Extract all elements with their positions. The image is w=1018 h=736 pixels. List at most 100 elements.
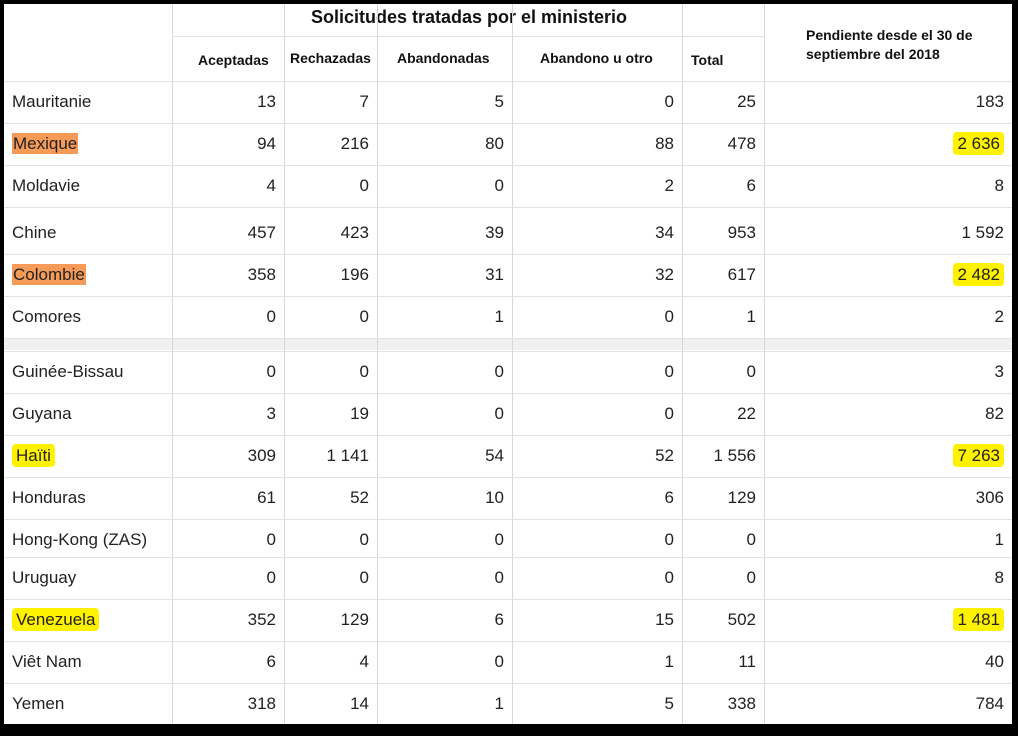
country-name: Venezuela — [12, 608, 100, 631]
country-label: Moldavie — [12, 176, 80, 196]
value-cell: 0 — [664, 568, 674, 587]
value-cell: 478 — [727, 134, 756, 153]
value-cell: 0 — [359, 176, 369, 195]
value-cell: 0 — [664, 404, 674, 423]
column-divider — [682, 4, 683, 728]
value-cell: 0 — [359, 530, 369, 549]
column-header-aceptadas: Aceptadas — [198, 52, 269, 68]
value-cell: 52 — [655, 446, 674, 465]
value-cell: 80 — [485, 134, 504, 153]
row-divider — [4, 477, 1012, 478]
country-label: Viêt Nam — [12, 652, 82, 672]
value-cell: 15 — [655, 610, 674, 629]
value-cell: 0 — [494, 530, 504, 549]
pending-cell: 2 636 — [953, 132, 1004, 155]
pending-cell: 183 — [976, 92, 1004, 112]
value-cell: 10 — [485, 488, 504, 507]
pending-cell: 40 — [985, 652, 1004, 672]
row-divider — [4, 557, 1012, 558]
value-cell: 1 — [746, 307, 756, 326]
value-cell: 52 — [350, 488, 369, 507]
country-name: Yemen — [12, 694, 65, 713]
value-cell: 34 — [655, 223, 674, 242]
column-divider — [284, 4, 285, 728]
value-cell: 216 — [340, 134, 369, 153]
value-cell: 13 — [257, 92, 276, 111]
row-divider — [4, 599, 1012, 600]
country-label: Comores — [12, 307, 81, 327]
value-cell: 2 — [664, 176, 674, 195]
column-divider — [377, 4, 378, 728]
value-cell: 457 — [247, 223, 276, 242]
value-cell: 0 — [266, 530, 276, 549]
pending-value: 2 — [994, 307, 1004, 326]
country-label: Colombie — [12, 264, 86, 285]
pending-value: 2 482 — [953, 263, 1004, 286]
column-header-total: Total — [691, 52, 724, 68]
pending-value: 7 263 — [953, 444, 1004, 467]
value-cell: 3 — [266, 404, 276, 423]
header-divider — [172, 36, 764, 37]
value-cell: 309 — [247, 446, 276, 465]
value-cell: 0 — [746, 530, 756, 549]
pending-cell: 3 — [995, 362, 1004, 382]
value-cell: 11 — [738, 652, 756, 671]
country-name: Uruguay — [12, 568, 77, 587]
country-name: Honduras — [12, 488, 86, 507]
pending-value: 784 — [975, 694, 1004, 713]
pending-cell: 2 — [995, 307, 1004, 327]
value-cell: 1 — [664, 652, 674, 671]
value-cell: 0 — [494, 568, 504, 587]
row-divider — [4, 351, 1012, 352]
pending-cell: 1 481 — [953, 608, 1004, 631]
value-cell: 6 — [746, 176, 756, 195]
value-cell: 1 — [494, 694, 504, 713]
pending-value: 1 592 — [961, 223, 1004, 242]
country-name: Mauritanie — [12, 92, 92, 111]
country-name: Hong-Kong (ZAS) — [12, 530, 148, 549]
country-name: Haïti — [12, 444, 55, 467]
row-divider — [4, 338, 1012, 339]
value-cell: 31 — [485, 265, 504, 284]
country-name: Moldavie — [12, 176, 81, 195]
pending-header: Pendiente desde el 30 de septiembre del … — [806, 27, 973, 62]
row-divider — [4, 683, 1012, 684]
value-cell: 0 — [664, 362, 674, 381]
pending-value: 1 — [994, 530, 1004, 549]
row-gap-band — [4, 338, 1012, 350]
country-label: Yemen — [12, 694, 64, 714]
value-cell: 54 — [485, 446, 504, 465]
country-name: Chine — [12, 223, 57, 242]
value-cell: 32 — [655, 265, 674, 284]
row-divider — [4, 254, 1012, 255]
country-label: Venezuela — [12, 608, 100, 631]
country-name: Guyana — [12, 404, 72, 423]
country-label: Hong-Kong (ZAS) — [12, 530, 147, 550]
value-cell: 318 — [247, 694, 276, 713]
row-divider — [4, 81, 1012, 82]
pending-value: 2 636 — [953, 132, 1004, 155]
value-cell: 0 — [664, 307, 674, 326]
value-cell: 61 — [257, 488, 276, 507]
value-cell: 953 — [727, 223, 756, 242]
value-cell: 0 — [494, 362, 504, 381]
value-cell: 129 — [340, 610, 369, 629]
value-cell: 0 — [746, 362, 756, 381]
value-cell: 39 — [485, 223, 504, 242]
row-divider — [4, 435, 1012, 436]
value-cell: 1 — [494, 307, 504, 326]
value-cell: 0 — [359, 568, 369, 587]
pending-cell: 8 — [995, 176, 1004, 196]
value-cell: 7 — [359, 92, 369, 111]
country-name: Mexique — [12, 133, 79, 154]
value-cell: 0 — [266, 307, 276, 326]
row-divider — [4, 393, 1012, 394]
value-cell: 0 — [664, 530, 674, 549]
value-cell: 0 — [494, 404, 504, 423]
row-divider — [4, 123, 1012, 124]
value-cell: 0 — [359, 362, 369, 381]
row-divider — [4, 207, 1012, 208]
value-cell: 196 — [340, 265, 369, 284]
row-divider — [4, 165, 1012, 166]
country-label: Honduras — [12, 488, 86, 508]
